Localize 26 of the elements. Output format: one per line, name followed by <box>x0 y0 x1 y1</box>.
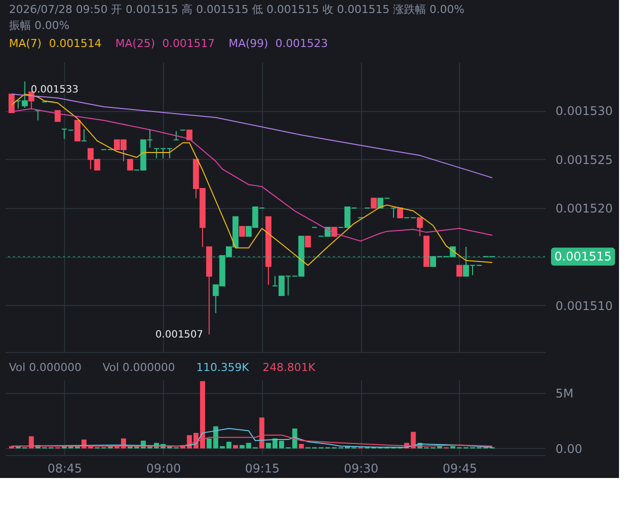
x-tick-label: 09:45 <box>442 462 478 476</box>
text: 振幅 0.00% <box>9 19 70 32</box>
annotation: 0.001507 <box>155 329 204 340</box>
text: 0.001523 <box>275 37 328 50</box>
y-tick-label: 0.001525 <box>556 152 613 167</box>
text: 0.001514 <box>49 37 102 50</box>
x-tick-label: 09:15 <box>245 462 280 476</box>
text: 0.001517 <box>162 37 215 50</box>
text: 2026/07/28 09:50 开 0.001515 高 0.001515 低 0.001515 收 0.001515 涨跌幅 0.00% <box>9 3 464 16</box>
text: MA(7) <box>9 37 42 50</box>
text: Vol 0.000000 <box>102 361 176 374</box>
x-tick-label: 09:00 <box>146 462 181 476</box>
y-tick-label: 0.00 <box>556 442 582 456</box>
text: MA(25) <box>115 37 156 50</box>
x-tick-label: 09:30 <box>344 462 378 476</box>
annotation: 0.001533 <box>30 84 78 96</box>
y-tick-label: 0.001530 <box>556 104 613 118</box>
text: MA(99) <box>228 37 268 50</box>
y-tick-label: 0.001510 <box>556 298 613 313</box>
text: 110.359K <box>196 361 250 374</box>
ref-line-label: 0.001515 <box>554 250 612 264</box>
y-tick-label: 5M <box>556 386 574 401</box>
text: Vol 0.000000 <box>9 361 82 374</box>
y-tick-label: 0.001520 <box>556 201 613 216</box>
text: 248.801K <box>262 361 316 374</box>
x-tick-label: 08:45 <box>47 462 82 476</box>
